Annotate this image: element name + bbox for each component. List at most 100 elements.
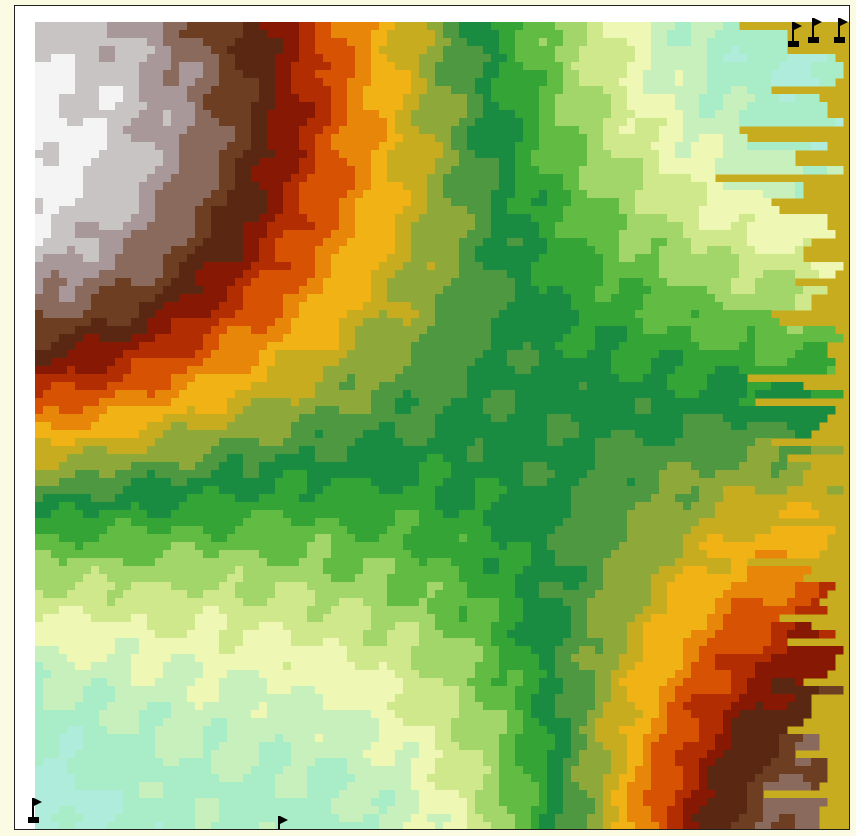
elevation-band xyxy=(315,134,332,143)
elevation-band xyxy=(99,102,116,111)
elevation-band xyxy=(627,214,668,223)
elevation-band xyxy=(547,670,556,679)
elevation-band xyxy=(427,454,444,463)
elevation-band xyxy=(59,102,100,111)
elevation-band xyxy=(819,78,836,87)
elevation-band xyxy=(315,270,332,279)
elevation-band xyxy=(451,38,468,47)
elevation-band xyxy=(35,526,108,535)
elevation-band xyxy=(211,190,228,199)
elevation-band xyxy=(347,766,412,775)
elevation-band xyxy=(499,790,540,799)
elevation-band xyxy=(651,62,708,71)
elevation-band xyxy=(755,670,828,679)
elevation-band xyxy=(723,302,796,311)
elevation-band xyxy=(483,654,500,663)
elevation-band xyxy=(275,350,348,359)
flag-icon xyxy=(808,18,822,43)
elevation-band xyxy=(715,366,740,375)
elevation-band xyxy=(523,710,532,719)
elevation-band xyxy=(803,326,836,335)
elevation-band xyxy=(651,22,676,31)
elevation-band xyxy=(35,486,124,495)
elevation-band xyxy=(371,38,388,47)
elevation-band xyxy=(315,150,340,159)
elevation-band xyxy=(355,222,396,231)
elevation-band xyxy=(83,310,140,319)
elevation-band xyxy=(171,318,220,327)
elevation-band xyxy=(123,806,196,815)
flag-marker-top-right-3[interactable] xyxy=(833,16,849,44)
elevation-band xyxy=(755,246,796,255)
elevation-band xyxy=(243,246,260,255)
elevation-band xyxy=(35,638,116,647)
flag-marker-bottom-center[interactable] xyxy=(273,814,289,829)
elevation-band xyxy=(187,94,204,103)
elevation-band xyxy=(427,78,436,87)
elevation-band xyxy=(35,278,44,287)
elevation-band xyxy=(683,806,700,815)
elevation-band xyxy=(739,254,804,263)
elevation-band xyxy=(419,310,436,319)
elevation-band xyxy=(803,166,828,175)
elevation-band xyxy=(411,350,484,359)
elevation-band xyxy=(211,446,300,455)
elevation-band xyxy=(203,550,220,559)
elevation-band xyxy=(699,718,724,727)
elevation-band xyxy=(331,86,348,95)
elevation-band xyxy=(163,822,196,829)
elevation-band xyxy=(219,118,252,127)
elevation-band xyxy=(323,78,348,87)
elevation-band xyxy=(715,30,788,39)
elevation-band xyxy=(595,246,620,255)
elevation-band xyxy=(499,598,524,607)
flag-marker-top-right-2[interactable] xyxy=(807,16,823,44)
elevation-band xyxy=(707,70,772,79)
flag-marker-top-right-1[interactable] xyxy=(787,20,803,48)
elevation-band xyxy=(731,718,804,727)
elevation-band xyxy=(75,62,140,71)
elevation-band xyxy=(443,286,516,295)
elevation-band xyxy=(259,94,276,103)
elevation-band xyxy=(811,142,828,151)
elevation-band xyxy=(331,142,380,151)
elevation-band xyxy=(371,174,388,183)
elevation-band xyxy=(227,534,316,543)
elevation-band xyxy=(467,230,492,239)
elevation-band xyxy=(515,750,548,759)
elevation-band xyxy=(419,214,476,223)
elevation-band xyxy=(579,782,604,791)
elevation-band xyxy=(275,478,308,487)
elevation-band xyxy=(699,822,732,829)
elevation-band xyxy=(275,78,292,87)
elevation-band xyxy=(171,710,252,719)
elevation-map[interactable] xyxy=(35,22,849,829)
elevation-band xyxy=(795,582,820,591)
elevation-band xyxy=(587,142,604,151)
elevation-band xyxy=(603,822,612,829)
elevation-band xyxy=(531,278,604,287)
elevation-band xyxy=(547,766,564,775)
elevation-band xyxy=(403,390,412,399)
elevation-band xyxy=(667,462,692,471)
elevation-band xyxy=(675,670,692,679)
elevation-band xyxy=(51,510,84,519)
elevation-band xyxy=(99,254,116,263)
elevation-band xyxy=(507,414,548,423)
elevation-band xyxy=(51,214,132,223)
elevation-band xyxy=(35,590,44,599)
elevation-band xyxy=(299,166,316,175)
elevation-band xyxy=(59,478,132,487)
elevation-band xyxy=(787,550,820,559)
elevation-band xyxy=(755,702,764,711)
elevation-band xyxy=(691,502,716,511)
flag-marker-bottom-left[interactable] xyxy=(27,796,43,824)
elevation-band xyxy=(203,334,220,343)
elevation-band xyxy=(635,774,652,783)
elevation-band xyxy=(139,62,172,71)
elevation-band xyxy=(683,502,692,511)
elevation-band xyxy=(731,582,796,591)
elevation-band xyxy=(315,46,356,55)
elevation-band xyxy=(627,62,652,71)
elevation-band xyxy=(427,182,444,191)
